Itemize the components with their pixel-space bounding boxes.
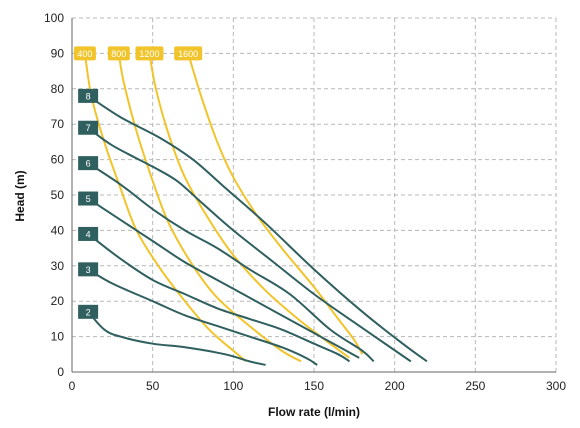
svg-text:2: 2 <box>86 307 91 317</box>
iso-label-800: 800 <box>107 46 130 61</box>
iso-label-400: 400 <box>73 46 96 61</box>
series-curve-5 <box>87 197 360 359</box>
series-curve-4 <box>87 233 351 363</box>
y-tick-label: 50 <box>51 188 65 202</box>
y-tick-label: 90 <box>51 46 65 60</box>
svg-text:6: 6 <box>86 159 91 169</box>
axes <box>71 18 556 373</box>
x-tick-label: 50 <box>146 379 160 393</box>
svg-text:1600: 1600 <box>178 49 198 59</box>
svg-text:8: 8 <box>86 91 91 101</box>
curve-labels: 400 800 1200 1600 8 7 6 5 4 3 2 <box>73 46 203 319</box>
svg-text:3: 3 <box>86 265 91 275</box>
series-label-3: 3 <box>78 262 99 277</box>
y-tick-label: 60 <box>51 153 65 167</box>
x-tick-label: 150 <box>304 379 324 393</box>
svg-text:800: 800 <box>111 49 126 59</box>
y-tick-label: 20 <box>51 294 65 308</box>
x-tick-label: 200 <box>385 379 405 393</box>
svg-text:1200: 1200 <box>139 49 159 59</box>
iso-curve-1200 <box>148 53 351 359</box>
iso-curve-400 <box>83 53 247 363</box>
series-label-2: 2 <box>78 304 99 319</box>
iso-curve-1600 <box>187 53 364 355</box>
series-label-6: 6 <box>78 156 99 171</box>
series-label-4: 4 <box>78 226 99 241</box>
y-tick-label: 30 <box>51 259 65 273</box>
y-tick-label: 40 <box>51 223 65 237</box>
series-label-5: 5 <box>78 191 99 206</box>
x-axis-title: Flow rate (l/min) <box>268 405 360 419</box>
y-tick-label: 80 <box>51 82 65 96</box>
y-axis-title: Head (m) <box>13 170 27 221</box>
x-tick-label: 250 <box>465 379 485 393</box>
svg-text:400: 400 <box>77 49 92 59</box>
y-tick-label: 100 <box>44 11 64 25</box>
y-tick-label: 10 <box>51 330 65 344</box>
series-curves <box>87 95 428 366</box>
svg-text:4: 4 <box>86 229 91 239</box>
svg-text:7: 7 <box>86 123 91 133</box>
iso-curve-800 <box>117 53 302 363</box>
series-curve-8 <box>87 95 428 363</box>
iso-label-1600: 1600 <box>174 46 203 61</box>
series-label-7: 7 <box>78 120 99 135</box>
series-curve-7 <box>87 126 412 363</box>
svg-text:5: 5 <box>86 194 91 204</box>
y-tick-label: 70 <box>51 117 65 131</box>
series-curve-3 <box>87 268 318 366</box>
series-label-8: 8 <box>78 88 99 103</box>
iso-curves <box>83 53 364 363</box>
series-curve-6 <box>87 162 375 363</box>
x-tick-label: 0 <box>69 379 76 393</box>
y-tick-label: 0 <box>57 365 64 379</box>
grid <box>72 17 557 372</box>
series-curve-2 <box>87 311 266 366</box>
x-tick-label: 100 <box>223 379 243 393</box>
tick-labels: 0 50 100 150 200 250 300 0 10 20 30 40 50 60 70 80 90 100 <box>44 11 566 393</box>
iso-label-1200: 1200 <box>135 46 164 61</box>
x-tick-label: 300 <box>546 379 566 393</box>
